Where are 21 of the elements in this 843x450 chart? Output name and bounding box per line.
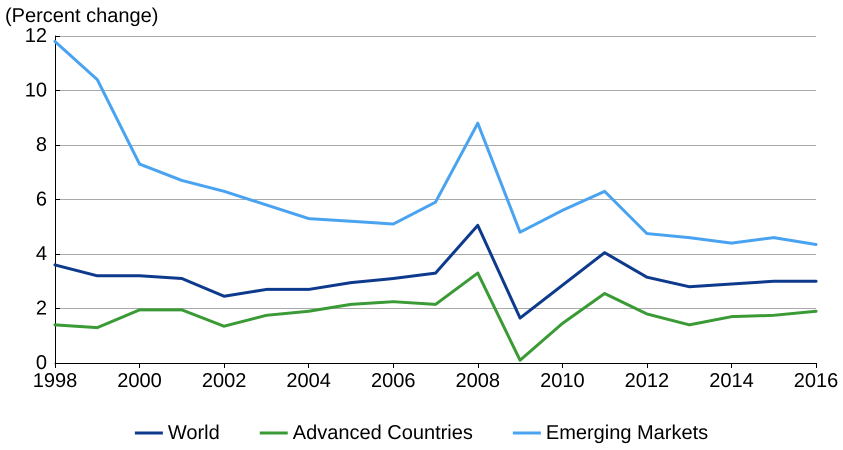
x-tick-label: 2002 [202, 370, 246, 392]
x-tick-label: 2010 [540, 370, 585, 392]
line-series [54, 40, 818, 246]
y-tick-label: 6 [36, 188, 47, 210]
y-tick-label: 10 [24, 80, 47, 102]
x-tick-label: 2006 [370, 370, 416, 392]
legend-label: Advanced Countries [292, 422, 473, 444]
x-tick-label: 2014 [709, 370, 754, 392]
legend-label: World [168, 422, 220, 444]
x-tick-label: 2016 [794, 370, 838, 392]
y-axis-title: (Percent change) [5, 5, 158, 28]
x-tick-label: 2012 [624, 370, 670, 392]
x-tick-label: 2000 [117, 370, 162, 392]
y-tick-label: 12 [24, 25, 47, 47]
legend-label: Emerging Markets [546, 422, 708, 444]
y-tick-label: 4 [36, 243, 47, 265]
y-tick-label: 2 [36, 298, 47, 320]
x-tick-label: 2004 [286, 370, 331, 392]
line-series [54, 224, 818, 320]
x-tick-label: 2008 [456, 370, 500, 392]
y-tick-label: 8 [36, 134, 47, 156]
